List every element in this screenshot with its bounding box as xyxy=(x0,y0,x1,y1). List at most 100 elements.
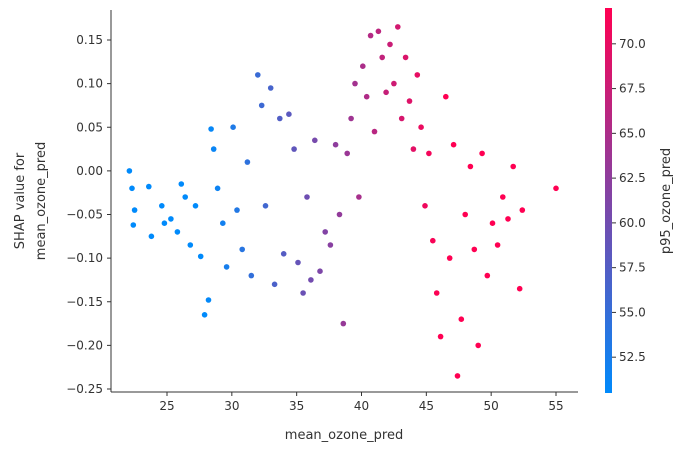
colorbar-tick-label: 55.0 xyxy=(619,305,646,319)
data-point xyxy=(484,272,491,279)
data-point xyxy=(391,80,397,87)
data-point xyxy=(395,24,401,30)
data-point xyxy=(248,272,255,279)
data-point xyxy=(197,253,204,260)
data-point xyxy=(168,216,174,222)
y-tick-label: −0.15 xyxy=(66,295,103,309)
data-point xyxy=(410,146,417,152)
data-point xyxy=(146,183,152,190)
y-tick-label: −0.20 xyxy=(66,338,103,352)
data-point xyxy=(398,115,405,122)
x-tick-label: 35 xyxy=(289,399,304,413)
data-point xyxy=(244,159,251,165)
axes xyxy=(110,10,578,393)
data-point xyxy=(360,63,366,69)
data-point xyxy=(322,229,329,235)
data-point xyxy=(271,281,278,288)
data-point xyxy=(363,93,370,100)
data-point xyxy=(383,89,389,96)
data-point xyxy=(286,111,292,117)
data-point xyxy=(239,246,245,253)
data-point xyxy=(205,297,212,303)
y-tick-label: 0.05 xyxy=(76,120,103,134)
colorbar-title: p95_ozone_pred xyxy=(659,148,674,254)
data-point xyxy=(267,85,274,91)
data-point xyxy=(148,233,155,240)
data-point xyxy=(223,264,230,270)
y-tick-label: −0.25 xyxy=(66,382,103,396)
y-ticks: 0.15 0.10 0.05 0.00 −0.05 −0.10 −0.15 −0.20 −0.2… xyxy=(66,33,111,396)
data-point xyxy=(208,126,214,132)
data-point xyxy=(159,203,165,209)
data-point xyxy=(210,146,217,152)
data-point xyxy=(230,124,236,130)
data-point xyxy=(454,373,461,379)
data-point xyxy=(234,207,240,213)
data-point xyxy=(379,54,386,61)
data-point xyxy=(214,185,221,192)
data-point xyxy=(402,54,409,61)
x-tick-label: 50 xyxy=(484,399,499,413)
data-point xyxy=(317,268,323,275)
y-tick-label: 0.00 xyxy=(76,164,103,178)
data-point xyxy=(471,246,478,253)
data-point xyxy=(336,211,343,218)
colorbar-tick-label: 62.5 xyxy=(619,171,646,185)
data-point xyxy=(418,124,424,130)
data-point xyxy=(352,80,358,87)
data-point xyxy=(178,181,185,187)
data-point xyxy=(192,203,199,209)
x-ticks: 25 30 35 40 45 50 55 xyxy=(159,392,564,413)
data-point xyxy=(130,222,137,228)
y-tick-label: −0.10 xyxy=(66,251,103,265)
data-point xyxy=(519,207,526,213)
data-point xyxy=(182,194,188,200)
data-point xyxy=(201,312,208,318)
data-point xyxy=(220,220,226,226)
colorbar-tick-label: 60.0 xyxy=(619,216,646,230)
data-point xyxy=(340,320,347,327)
y-tick-label: 0.15 xyxy=(76,33,103,47)
data-point xyxy=(332,141,339,148)
data-point xyxy=(510,163,516,170)
data-point xyxy=(295,259,301,266)
colorbar-tick-label: 57.5 xyxy=(619,261,646,275)
data-point xyxy=(462,211,469,218)
data-point xyxy=(475,342,482,349)
x-tick-label: 40 xyxy=(354,399,369,413)
data-point xyxy=(356,194,362,200)
y-axis-title-line-2: mean_ozone_pred xyxy=(34,142,49,260)
data-point xyxy=(291,146,297,152)
colorbar-tick-label: 52.5 xyxy=(619,350,646,364)
data-point xyxy=(304,194,310,200)
data-point xyxy=(277,115,283,122)
data-point xyxy=(467,163,474,170)
data-point xyxy=(406,98,413,104)
x-tick-label: 45 xyxy=(419,399,434,413)
colorbar-tick-label: 65.0 xyxy=(619,126,646,140)
x-tick-label: 55 xyxy=(548,399,563,413)
data-point xyxy=(489,220,496,226)
y-tick-label: 0.10 xyxy=(76,77,103,91)
colorbar-tick-label: 67.5 xyxy=(619,82,646,96)
data-point xyxy=(414,72,421,78)
data-point xyxy=(553,185,559,192)
data-point xyxy=(516,285,523,292)
data-point xyxy=(426,150,432,157)
data-point xyxy=(262,203,269,209)
data-point xyxy=(505,216,511,222)
colorbar-ticks: 52.5 55.0 57.5 60.0 62.5 65.0 67.5 70.0 xyxy=(612,37,646,364)
data-point xyxy=(500,194,506,200)
data-point xyxy=(348,115,354,122)
data-point xyxy=(327,242,334,248)
data-point xyxy=(479,150,485,157)
x-axis-title: mean_ozone_pred xyxy=(285,428,403,443)
y-axis-title-line-1: SHAP value for xyxy=(13,152,28,249)
data-point xyxy=(371,128,378,135)
colorbar-tick-label: 70.0 xyxy=(619,37,646,51)
scatter-points xyxy=(126,24,559,379)
data-point xyxy=(280,251,287,257)
data-point xyxy=(450,141,457,148)
data-point xyxy=(344,150,351,157)
